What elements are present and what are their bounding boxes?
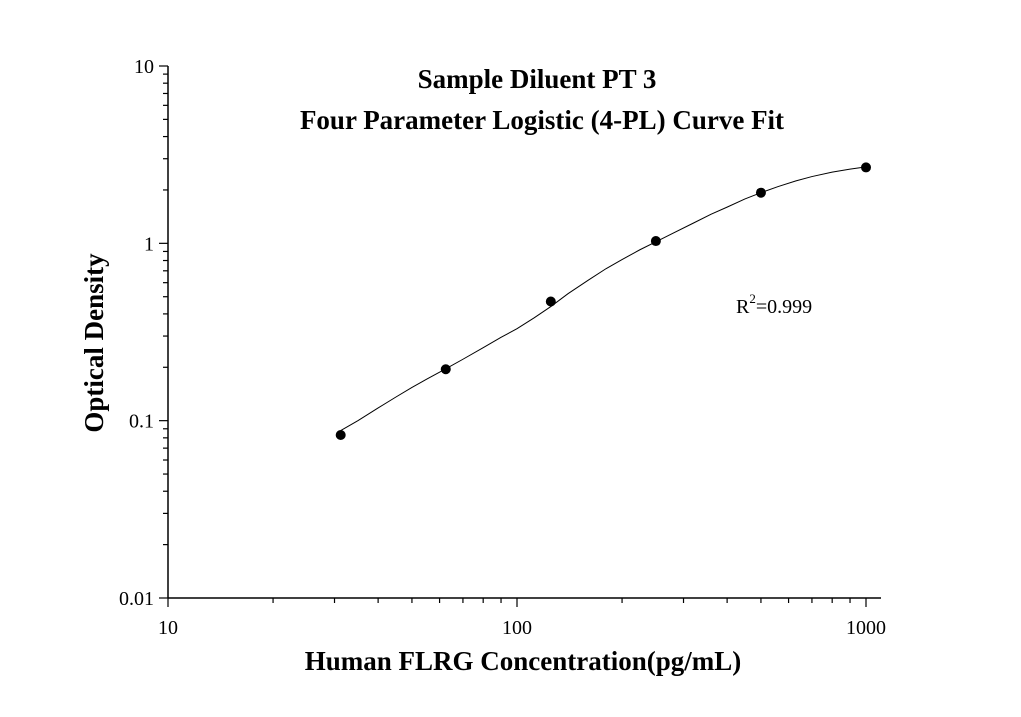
ticks: 0.01 0.1 1 10 10 100 1000 bbox=[119, 56, 886, 639]
x-tick-label: 10 bbox=[158, 617, 178, 639]
chart-title: Sample Diluent PT 3 bbox=[418, 64, 657, 94]
y-tick-label: 0.01 bbox=[119, 588, 154, 610]
data-point bbox=[861, 162, 871, 173]
y-tick-label: 1 bbox=[144, 233, 154, 255]
r-squared-annotation: R2=0.999 bbox=[736, 291, 812, 318]
y-axis-label: Optical Density bbox=[79, 253, 109, 433]
axes bbox=[167, 66, 881, 599]
x-tick-label: 100 bbox=[502, 617, 532, 639]
data-point bbox=[755, 187, 766, 198]
data-points bbox=[335, 162, 871, 441]
data-point bbox=[335, 430, 346, 441]
y-tick-label: 10 bbox=[134, 56, 154, 78]
fit-curve bbox=[340, 166, 867, 431]
data-point bbox=[545, 296, 556, 307]
x-tick-label: 1000 bbox=[846, 617, 886, 639]
data-point bbox=[440, 364, 451, 375]
y-tick-label: 0.1 bbox=[129, 411, 154, 433]
chart-subtitle: Four Parameter Logistic (4-PL) Curve Fit bbox=[300, 105, 784, 135]
r-squared-superscript: 2 bbox=[749, 291, 756, 306]
x-axis-label: Human FLRG Concentration(pg/mL) bbox=[305, 646, 742, 676]
r-squared-value: =0.999 bbox=[756, 296, 812, 318]
data-point bbox=[650, 236, 661, 247]
r-squared-prefix: R bbox=[736, 296, 750, 318]
